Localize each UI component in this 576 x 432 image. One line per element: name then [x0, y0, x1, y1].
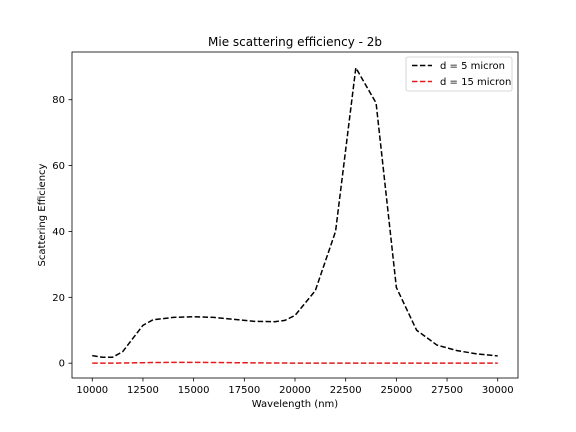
series-layer: [92, 65, 498, 364]
x-tick-label: 17500: [228, 385, 260, 396]
legend-label-d15: d = 15 micron: [440, 77, 511, 88]
y-tick-label: 40: [52, 227, 65, 238]
x-tick-label: 25000: [380, 385, 412, 396]
x-tick-label: 15000: [178, 385, 210, 396]
x-tick-label: 30000: [482, 385, 514, 396]
legend: d = 5 micron d = 15 micron: [405, 56, 513, 92]
legend-box: [405, 56, 513, 92]
y-axis-ticks: 0 20 40 60 80: [52, 95, 72, 370]
series-line-0: [92, 65, 498, 358]
y-tick-label: 0: [59, 359, 65, 370]
x-axis-label: Wavelength (nm): [252, 399, 338, 410]
y-axis-label: Scattering Efficiency: [37, 163, 48, 266]
y-tick-label: 60: [52, 161, 65, 172]
x-tick-label: 22500: [330, 385, 362, 396]
series-line-1: [92, 361, 498, 364]
x-tick-label: 10000: [76, 385, 108, 396]
x-tick-label: 27500: [431, 385, 463, 396]
legend-label-d5: d = 5 micron: [440, 61, 505, 72]
x-tick-label: 12500: [127, 385, 159, 396]
x-axis-ticks: 10000 12500 15000 17500 20000 22500 25000 27500…: [76, 378, 514, 396]
chart-title: Mie scattering efficiency - 2b: [208, 35, 382, 49]
y-tick-label: 80: [52, 95, 65, 106]
y-tick-label: 20: [52, 293, 65, 304]
plot-area: [72, 52, 518, 378]
x-tick-label: 20000: [279, 385, 311, 396]
